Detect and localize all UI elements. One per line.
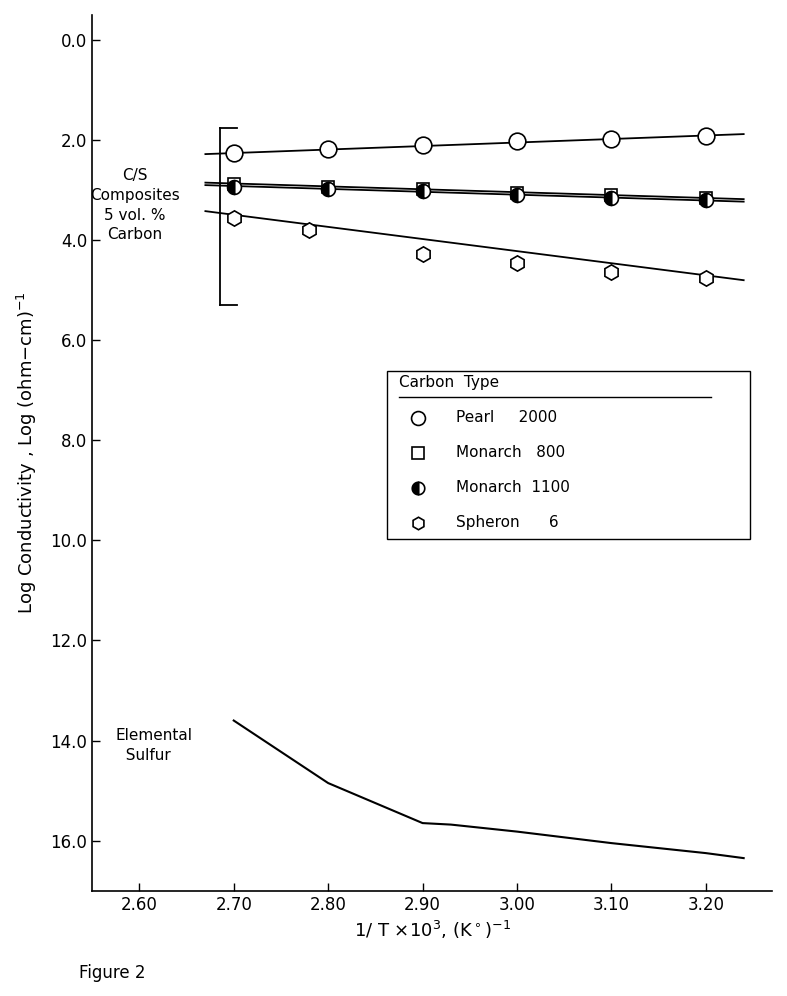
Text: Elemental
  Sulfur: Elemental Sulfur [116,728,193,763]
Y-axis label: Log Conductivity , Log (ohm$-$cm)$^{-1}$: Log Conductivity , Log (ohm$-$cm)$^{-1}$ [15,292,39,615]
Text: Monarch   800: Monarch 800 [456,445,565,460]
Text: Carbon  Type: Carbon Type [399,375,499,390]
Text: Pearl     2000: Pearl 2000 [456,410,556,425]
X-axis label: 1/ T $\times$10$^3$, (K$^\circ$)$^{-1}$: 1/ T $\times$10$^3$, (K$^\circ$)$^{-1}$ [353,919,511,941]
Bar [386,372,750,539]
Text: Figure 2: Figure 2 [79,964,145,982]
Text: Spheron      6: Spheron 6 [456,515,558,531]
Text: C/S
Composites
5 vol. %
Carbon: C/S Composites 5 vol. % Carbon [90,168,179,242]
Text: Monarch  1100: Monarch 1100 [456,480,570,495]
